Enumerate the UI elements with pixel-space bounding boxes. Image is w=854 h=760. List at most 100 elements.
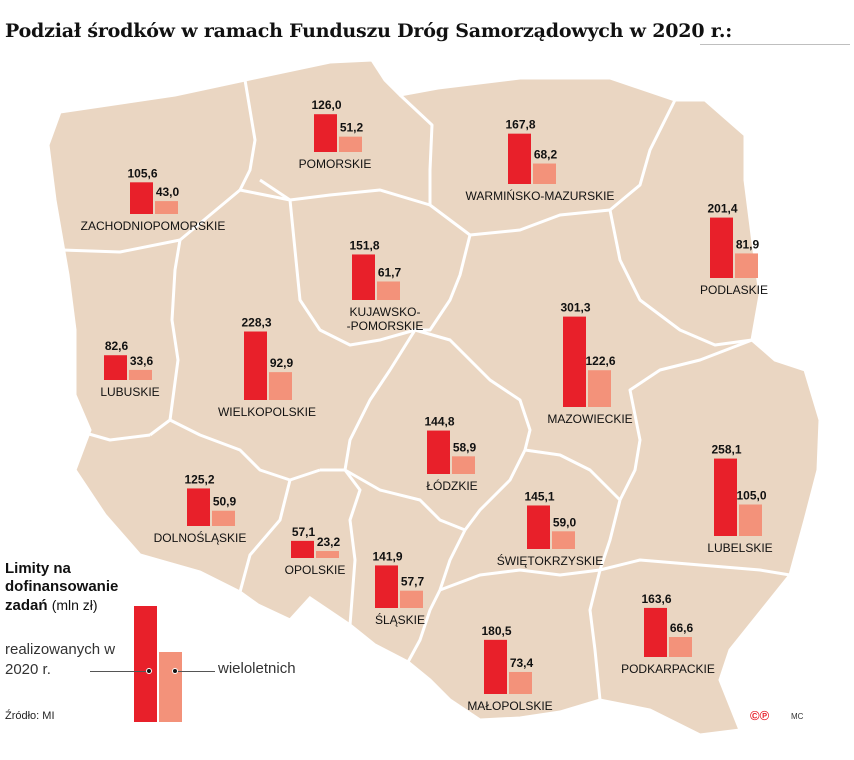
bar-realized-slaskie (375, 565, 398, 608)
bar-realized-malopolskie (484, 639, 507, 694)
border-kujawsko-wielkopolskie (288, 199, 416, 347)
region-label-mazowieckie: MAZOWIECKIE (547, 412, 632, 426)
map-land (46, 58, 822, 737)
border-pomorskie-kujawsko (259, 178, 431, 207)
bar-realized-podkarpackie (644, 607, 667, 657)
bars-layer: 126,0 51,2 POMORSKIE 167,8 68,2 WARMIŃSKO-MAZ… (81, 98, 773, 713)
border-mazowieckie-podlaskie (608, 209, 753, 347)
border-dolnoslaskie-opolskie (238, 479, 292, 593)
bar-realized-opolskie (291, 540, 314, 558)
region-label-podlaskie: PODLASKIE (700, 283, 768, 297)
region-label-malopolskie: MAŁOPOLSKIE (467, 699, 552, 713)
region-label-kujawsko-pomorskie-2: -POMORSKIE (347, 319, 424, 333)
bar-multiyear-lubuskie (129, 369, 152, 380)
border-swietokrzyskie-lubelskie (598, 499, 622, 571)
region-label-swietokrzyskie: ŚWIĘTOKRZYSKIE (497, 553, 603, 568)
value-label-realized-malopolskie: 180,5 (481, 624, 511, 638)
legend-realized-leader (90, 671, 150, 672)
value-label-realized-mazowieckie: 301,3 (560, 301, 590, 315)
value-label-realized-kujawsko-pomorskie: 151,8 (349, 238, 379, 252)
border-lodzkie-slaskie (344, 468, 466, 532)
border-wielkopolskie-dolnoslaskie (169, 418, 321, 482)
region-label-wielkopolskie: WIELKOPOLSKIE (218, 405, 316, 419)
value-label-realized-opolskie: 57,1 (292, 525, 316, 539)
bar-realized-pomorskie (314, 114, 337, 152)
bar-multiyear-lodzkie (452, 456, 475, 474)
value-label-realized-pomorskie: 126,0 (311, 98, 341, 112)
value-label-realized-wielkopolskie: 228,3 (241, 316, 271, 330)
region-borders (61, 79, 791, 701)
border-pomorskie-warminsko (398, 93, 434, 205)
bar-multiyear-malopolskie (509, 671, 532, 694)
legend-realized-swatch (134, 606, 157, 722)
value-label-multiyear-kujawsko-pomorskie: 61,7 (378, 265, 402, 279)
bar-multiyear-zachodniopomorskie (155, 201, 178, 214)
value-label-multiyear-dolnoslaskie: 50,9 (213, 495, 237, 509)
region-label-pomorskie: POMORSKIE (299, 157, 372, 171)
bar-realized-mazowieckie (563, 316, 586, 407)
border-wielkopolskie-lodzkie (320, 329, 417, 472)
border-podkarpackie-lubelskie (599, 558, 791, 577)
bar-multiyear-opolskie (316, 551, 339, 558)
legend-realized-label: realizowanych w 2020 r. (5, 641, 116, 678)
poland-outline (46, 58, 822, 737)
bar-realized-zachodniopomorskie (130, 182, 153, 214)
value-label-realized-lubuskie: 82,6 (105, 339, 129, 353)
bar-realized-dolnoslaskie (187, 488, 210, 526)
bar-realized-lubuskie (104, 355, 127, 380)
title-rule (700, 44, 850, 45)
bar-realized-podlaskie (710, 217, 733, 278)
border-opolskie-slaskie (343, 469, 362, 626)
author-initials: MC (791, 712, 804, 721)
border-mazowieckie-lubelskie (618, 338, 753, 501)
value-label-realized-zachodniopomorskie: 105,6 (127, 166, 157, 180)
bar-realized-kujawsko-pomorskie (352, 254, 375, 300)
border-lodzkie-mazowieckie (414, 328, 532, 451)
region-label-zachodniopomorskie: ZACHODNIOPOMORSKIE (81, 219, 226, 233)
bar-multiyear-wielkopolskie (269, 372, 292, 400)
border-warminsko-podlaskie (609, 99, 677, 212)
border-slaskie-malopolskie (406, 529, 467, 663)
border-lodzkie-swietokrzyskie (463, 449, 527, 531)
region-label-lubelskie: LUBELSKIE (707, 541, 772, 555)
region-label-lubuskie: LUBUSKIE (100, 385, 159, 399)
bar-multiyear-pomorskie (339, 136, 362, 152)
bar-realized-lubelskie (714, 458, 737, 536)
legend-multiyear-leader (175, 671, 215, 672)
legend-multiyear-dot (172, 668, 178, 674)
bar-multiyear-warminsko-mazurskie (533, 163, 556, 184)
value-label-multiyear-slaskie: 57,7 (401, 575, 425, 589)
border-lubuskie-dolnoslaskie (74, 428, 151, 442)
value-label-multiyear-lubelskie: 105,0 (736, 489, 766, 503)
bar-realized-swietokrzyskie (527, 505, 550, 549)
region-label-opolskie: OPOLSKIE (285, 563, 346, 577)
legend-title: Limity na dofinansowanie zadań (mln zł) (5, 560, 145, 615)
publisher-logo: ©℗ (750, 708, 770, 723)
value-label-realized-slaskie: 141,9 (372, 549, 402, 563)
bar-multiyear-slaskie (400, 590, 423, 608)
value-label-realized-podkarpackie: 163,6 (641, 592, 671, 606)
border-zachodniopomorskie-pomorskie (238, 79, 257, 191)
value-label-multiyear-pomorskie: 51,2 (340, 121, 364, 135)
value-label-realized-swietokrzyskie: 145,1 (524, 489, 554, 503)
border-mazowieckie-swietokrzyskie (524, 448, 622, 502)
value-label-multiyear-malopolskie: 73,4 (510, 656, 534, 670)
source-note: Źródło: MI (5, 710, 55, 722)
legend-multiyear-swatch (159, 652, 182, 722)
bar-multiyear-podlaskie (735, 253, 758, 278)
region-label-slaskie: ŚLĄSKIE (375, 612, 425, 627)
legend-unit: (mln zł) (51, 597, 98, 613)
border-swietokrzyskie-malopolskie (439, 568, 601, 592)
value-label-multiyear-mazowieckie: 122,6 (585, 354, 615, 368)
bar-multiyear-swietokrzyskie (552, 531, 575, 549)
bar-multiyear-mazowieckie (588, 370, 611, 407)
bar-multiyear-kujawsko-pomorskie (377, 281, 400, 300)
border-lubuskie-wielkopolskie (149, 239, 182, 437)
bar-multiyear-podkarpackie (669, 637, 692, 657)
bar-realized-lodzkie (427, 430, 450, 474)
chart-title: Podział środków w ramach Funduszu Dróg S… (5, 20, 733, 42)
bar-realized-wielkopolskie (244, 331, 267, 400)
region-label-podkarpackie: PODKARPACKIE (621, 662, 715, 676)
border-malopolskie-podkarpackie (588, 569, 602, 701)
